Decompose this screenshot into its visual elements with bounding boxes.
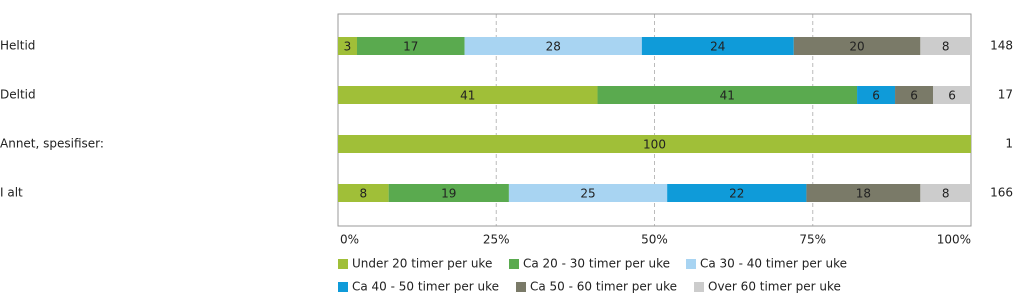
- bar-segment: [920, 184, 971, 202]
- x-tick-label: 25%: [483, 233, 510, 247]
- bar-segment: [920, 37, 971, 55]
- legend-label: Ca 40 - 50 timer per uke: [352, 280, 499, 294]
- legend-label: Ca 20 - 30 timer per uke: [523, 257, 670, 271]
- x-tick-label: 0%: [340, 233, 359, 247]
- bar-segment: [933, 86, 971, 104]
- legend-swatch: [694, 282, 704, 292]
- value-label: 6: [948, 89, 956, 103]
- bar-segment: [806, 184, 921, 202]
- bar-segment: [597, 86, 858, 104]
- bar-segment: [356, 37, 465, 55]
- legend-label: Under 20 timer per uke: [352, 257, 492, 271]
- total-label: 166: [990, 186, 1013, 200]
- total-label: 17: [998, 88, 1013, 102]
- x-tick-label: 50%: [641, 233, 668, 247]
- bar-segment: [338, 37, 357, 55]
- legend-swatch: [516, 282, 526, 292]
- value-label: 22: [729, 187, 744, 201]
- total-label: 1: [1005, 137, 1013, 151]
- bar-segment: [338, 135, 971, 153]
- value-label: 100: [643, 138, 666, 152]
- bar-segment: [857, 86, 896, 104]
- category-label: I alt: [0, 186, 23, 200]
- category-label: Heltid: [0, 39, 35, 53]
- legend-label: Ca 50 - 60 timer per uke: [530, 280, 677, 294]
- value-label: 3: [344, 40, 352, 54]
- value-label: 28: [546, 40, 561, 54]
- value-label: 19: [441, 187, 456, 201]
- legend-label: Ca 30 - 40 timer per uke: [700, 257, 847, 271]
- value-label: 20: [849, 40, 864, 54]
- value-label: 18: [856, 187, 871, 201]
- legend-swatch: [338, 259, 348, 269]
- bar-segment: [464, 37, 642, 55]
- bar-segment: [338, 86, 598, 104]
- value-label: 25: [580, 187, 595, 201]
- bar-segment: [793, 37, 921, 55]
- bar-segment: [895, 86, 934, 104]
- legend-swatch: [686, 259, 696, 269]
- bar-segment: [388, 184, 509, 202]
- x-tick-label: 100%: [937, 233, 971, 247]
- category-label: Annet, spesifiser:: [0, 137, 104, 151]
- x-tick-label: 75%: [799, 233, 826, 247]
- value-label: 6: [910, 89, 918, 103]
- bar-segment: [641, 37, 794, 55]
- value-label: 8: [942, 40, 950, 54]
- legend-swatch: [509, 259, 519, 269]
- value-label: 17: [403, 40, 418, 54]
- bar-segment: [667, 184, 807, 202]
- value-label: 41: [460, 89, 475, 103]
- total-label: 148: [990, 39, 1013, 53]
- category-label: Deltid: [0, 88, 36, 102]
- legend-swatch: [338, 282, 348, 292]
- value-label: 24: [710, 40, 725, 54]
- value-label: 8: [359, 187, 367, 201]
- value-label: 41: [720, 89, 735, 103]
- bar-segment: [508, 184, 668, 202]
- value-label: 8: [942, 187, 950, 201]
- value-label: 6: [872, 89, 880, 103]
- bar-segment: [338, 184, 389, 202]
- legend-label: Over 60 timer per uke: [708, 280, 841, 294]
- plot-frame: [337, 13, 972, 227]
